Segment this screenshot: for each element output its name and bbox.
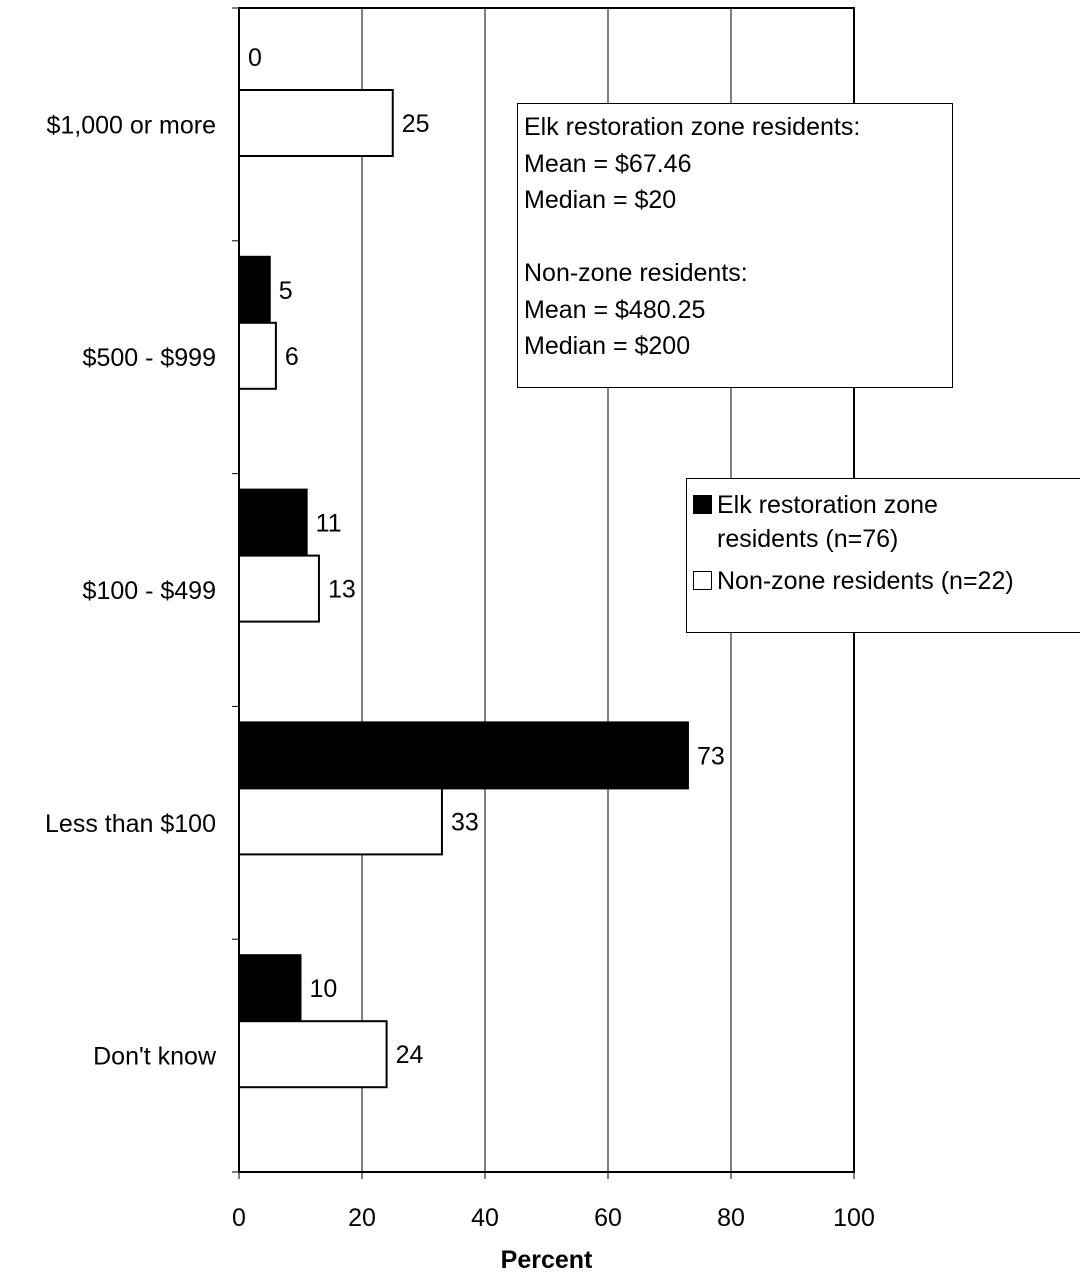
stats-line: Non-zone residents: xyxy=(524,259,748,287)
data-label: 13 xyxy=(328,576,356,604)
stats-line: Median = $20 xyxy=(524,186,677,214)
legend-item-zone: Elk restoration zone residents (n=76) xyxy=(693,488,1080,556)
data-label: 11 xyxy=(316,510,342,538)
category-label: Less than $100 xyxy=(45,810,216,838)
bar-non-zone-residents xyxy=(238,1020,388,1089)
x-axis-label: Percent xyxy=(501,1246,593,1274)
data-label: 10 xyxy=(310,975,338,1003)
stats-line: Elk restoration zone residents: xyxy=(524,113,861,141)
category-label: $1,000 or more xyxy=(46,111,216,139)
bar-non-zone-residents xyxy=(238,787,443,856)
data-label: 6 xyxy=(285,343,299,371)
x-tick-label: 60 xyxy=(594,1204,622,1232)
data-label: 25 xyxy=(402,110,430,138)
x-tick-label: 100 xyxy=(833,1204,875,1232)
stats-line: Median = $200 xyxy=(524,332,691,360)
x-tick-label: 40 xyxy=(471,1204,499,1232)
bar-zone-residents xyxy=(238,488,308,557)
legend-item-nonzone: Non-zone residents (n=22) xyxy=(693,564,1080,598)
category-label: $500 - $999 xyxy=(83,344,216,372)
category-label: $100 - $499 xyxy=(83,577,216,605)
legend-label: Elk restoration zone xyxy=(717,491,938,519)
bar-non-zone-residents xyxy=(238,554,320,623)
data-label: 0 xyxy=(248,44,262,72)
legend-swatch-empty-icon xyxy=(693,571,712,590)
bar-non-zone-residents xyxy=(238,321,277,390)
legend-label: residents (n=76) xyxy=(717,525,899,553)
legend: Elk restoration zone residents (n=76) No… xyxy=(686,478,1080,633)
category-label: Don't know xyxy=(93,1043,217,1071)
stats-line: Mean = $480.25 xyxy=(524,295,706,324)
legend-label: Non-zone residents (n=22) xyxy=(717,567,1014,595)
bar-non-zone-residents xyxy=(238,89,394,157)
bar-zone-residents xyxy=(238,255,271,324)
x-tick-label: 0 xyxy=(232,1204,246,1232)
summary-statistics-box: Elk restoration zone residents: Mean = $… xyxy=(517,103,953,388)
legend-swatch-filled-icon xyxy=(693,495,712,514)
data-label: 73 xyxy=(697,742,725,770)
x-tick-label: 80 xyxy=(717,1204,745,1232)
stats-line: Mean = $67.46 xyxy=(524,149,692,178)
bar-zone-residents xyxy=(238,954,302,1023)
data-label: 5 xyxy=(279,277,293,305)
x-tick-label: 20 xyxy=(348,1204,376,1232)
data-label: 24 xyxy=(396,1041,424,1069)
data-label: 33 xyxy=(451,808,479,836)
bar-zone-residents xyxy=(238,721,689,790)
